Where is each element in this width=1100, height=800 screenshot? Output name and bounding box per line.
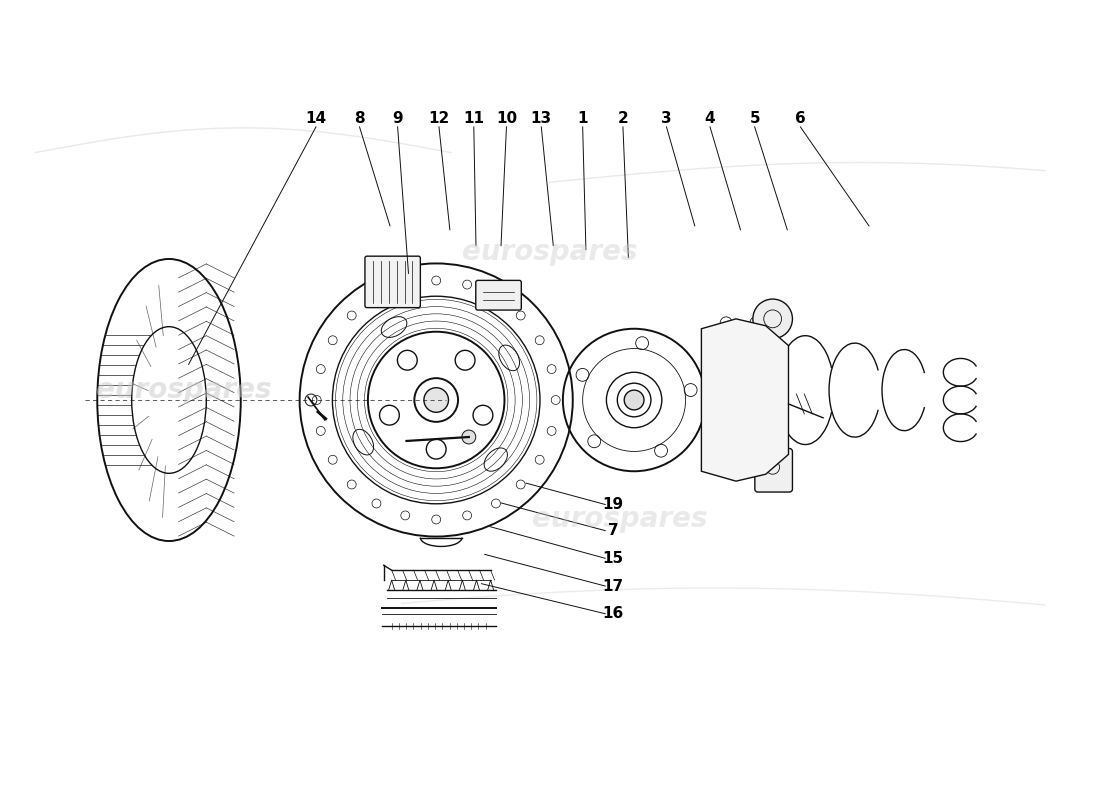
Text: 7: 7 — [608, 523, 618, 538]
Text: eurospares: eurospares — [96, 376, 272, 404]
Text: 12: 12 — [428, 111, 450, 126]
Text: 19: 19 — [603, 497, 624, 512]
Text: 17: 17 — [603, 578, 624, 594]
Text: 2: 2 — [617, 111, 628, 126]
Circle shape — [752, 299, 792, 338]
Text: 1: 1 — [578, 111, 587, 126]
Text: eurospares: eurospares — [531, 505, 707, 533]
Text: eurospares: eurospares — [462, 238, 638, 266]
Text: 8: 8 — [354, 111, 365, 126]
Text: 5: 5 — [749, 111, 760, 126]
Text: 14: 14 — [306, 111, 327, 126]
Text: 16: 16 — [603, 606, 624, 622]
Text: 4: 4 — [705, 111, 715, 126]
Text: 13: 13 — [530, 111, 552, 126]
Text: 10: 10 — [496, 111, 517, 126]
FancyBboxPatch shape — [365, 256, 420, 308]
Circle shape — [462, 430, 476, 444]
Text: 3: 3 — [661, 111, 672, 126]
Text: 6: 6 — [795, 111, 805, 126]
FancyBboxPatch shape — [755, 449, 792, 492]
Circle shape — [424, 388, 449, 412]
Polygon shape — [702, 319, 789, 481]
Text: 11: 11 — [463, 111, 484, 126]
Text: 15: 15 — [603, 551, 624, 566]
Text: 9: 9 — [393, 111, 403, 126]
Circle shape — [624, 390, 644, 410]
FancyBboxPatch shape — [476, 280, 521, 310]
